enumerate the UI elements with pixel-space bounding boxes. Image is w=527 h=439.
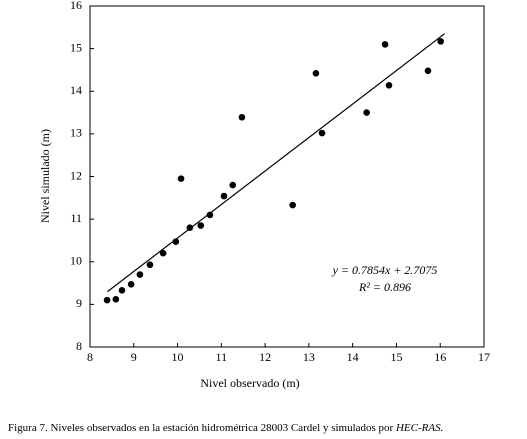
point xyxy=(172,238,180,246)
y-tick-label: 8 xyxy=(76,339,82,353)
point xyxy=(424,67,432,75)
y-tick-label: 12 xyxy=(70,168,82,182)
point xyxy=(146,261,154,269)
x-tick-label: 11 xyxy=(216,350,228,364)
y-axis-label: Nivel simulado (m) xyxy=(38,129,52,223)
point xyxy=(312,70,320,77)
y-tick-label: 16 xyxy=(70,0,82,12)
point xyxy=(159,249,167,257)
point xyxy=(318,129,326,137)
y-tick-label: 11 xyxy=(70,211,82,225)
caption-text: Figura 7. Niveles observados en la estac… xyxy=(8,422,394,434)
y-tick-label: 9 xyxy=(76,296,82,310)
x-tick-label: 13 xyxy=(303,350,315,364)
trendline xyxy=(107,33,445,293)
point xyxy=(112,295,120,303)
x-tick-label: 15 xyxy=(390,350,402,364)
x-tick-label: 16 xyxy=(434,350,446,364)
x-tick-label: 17 xyxy=(478,350,490,364)
point xyxy=(238,113,246,121)
point xyxy=(136,271,144,278)
y-tick-label: 10 xyxy=(70,254,82,268)
point xyxy=(206,211,214,219)
point xyxy=(437,38,444,45)
x-tick-label: 8 xyxy=(87,350,93,364)
point xyxy=(118,287,126,294)
point xyxy=(229,181,237,189)
caption: Figura 7. Niveles observados en la estac… xyxy=(8,422,443,434)
point xyxy=(103,296,111,304)
y-tick-label: 13 xyxy=(70,126,82,140)
r-squared: R² = 0.896 xyxy=(358,280,411,294)
point xyxy=(381,41,389,48)
equation-box xyxy=(303,258,469,300)
y-tick-label: 14 xyxy=(70,83,82,97)
point xyxy=(186,224,194,231)
point xyxy=(127,281,135,288)
point xyxy=(385,81,393,89)
point xyxy=(177,175,185,182)
x-tick-label: 14 xyxy=(347,350,359,364)
point xyxy=(220,192,228,200)
point xyxy=(363,109,370,116)
x-tick-label: 10 xyxy=(172,350,184,364)
caption-emphasis: HEC-RAS. xyxy=(395,422,443,434)
x-tick-label: 12 xyxy=(259,350,271,364)
x-axis-label: Nivel observado (m) xyxy=(200,376,299,390)
equation: y = 0.7854x + 2.7075 xyxy=(332,263,438,277)
y-tick-label: 15 xyxy=(70,40,82,54)
point xyxy=(197,222,205,229)
point xyxy=(289,201,296,209)
x-tick-label: 9 xyxy=(131,350,137,364)
